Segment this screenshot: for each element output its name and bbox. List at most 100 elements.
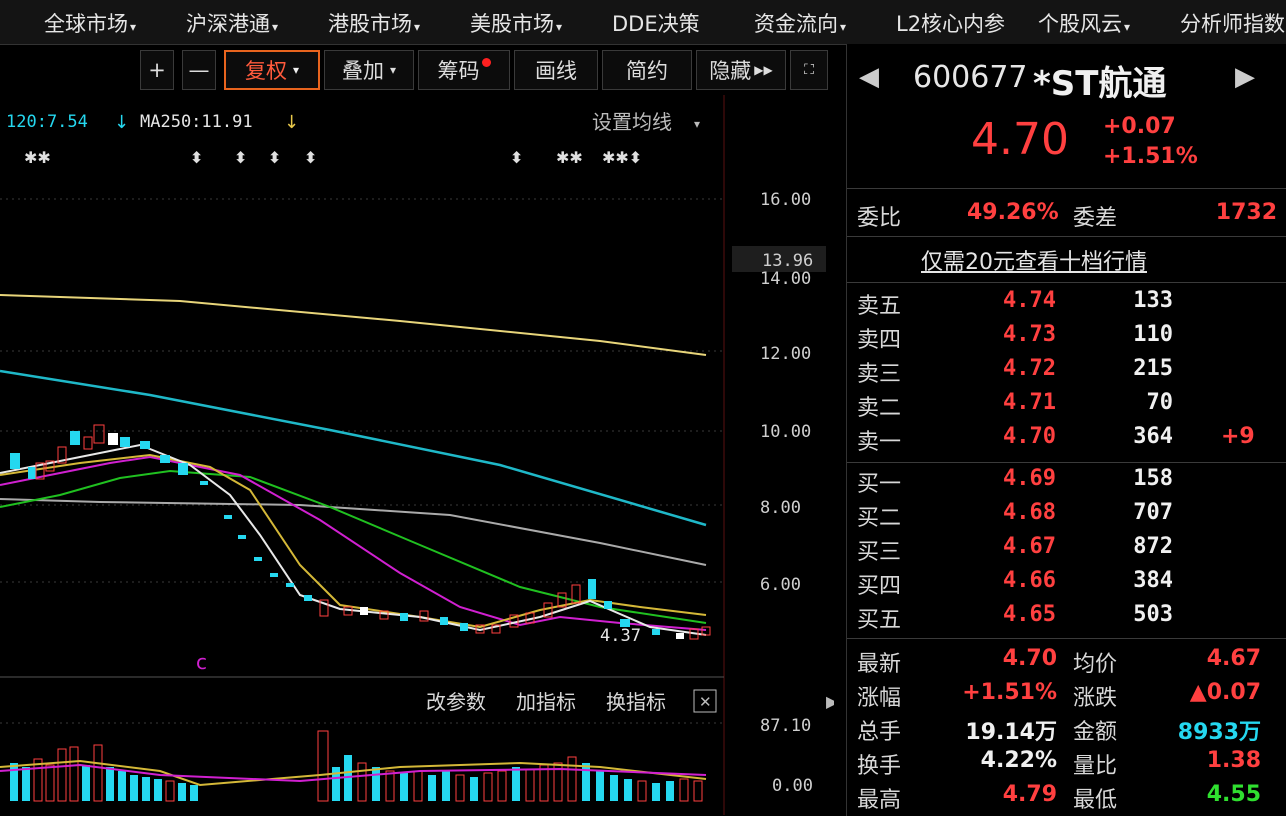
indicator-bottom-label: 0.00 — [772, 776, 813, 796]
stat-label: 金额 — [1073, 720, 1118, 745]
candle-up — [83, 436, 93, 450]
candle-up — [701, 626, 711, 636]
bid-label: 买一 — [857, 472, 902, 497]
candle-up — [525, 612, 535, 624]
candle-down — [400, 613, 408, 621]
collapse-arrow-icon[interactable]: ▶ — [826, 692, 834, 711]
event-c-marker[interactable]: c — [196, 650, 207, 674]
indicator-top-label: 87.10 — [760, 716, 811, 736]
divider — [847, 236, 1286, 237]
candle-down — [286, 583, 294, 587]
candle-down — [270, 573, 278, 577]
candle-up — [557, 592, 567, 608]
menu-l2[interactable]: L2核心内参 — [896, 8, 1005, 38]
event-marker-icon[interactable]: ⬍ — [234, 148, 247, 167]
event-markers: ✱✱ ⬍ ⬍ ⬍ ⬍ ⬍ ✱✱ ✱✱⬍ — [24, 148, 642, 167]
next-stock-arrow-icon[interactable]: ▶ — [1235, 62, 1255, 92]
menu-global-market[interactable]: 全球市场 ▾ — [44, 8, 136, 38]
menu-analyst-index[interactable]: 分析师指数 — [1180, 8, 1285, 38]
ma-settings-link[interactable]: 设置均线 — [592, 110, 672, 134]
menu-label: 分析师指数 — [1180, 12, 1285, 36]
stat-value: 4.22% — [980, 748, 1057, 773]
stat-label: 最新 — [857, 652, 902, 677]
menu-dde[interactable]: DDE决策 — [612, 8, 700, 38]
level10-promo-link[interactable]: 仅需20元查看十档行情 — [921, 250, 1147, 275]
divider — [847, 462, 1286, 463]
stat-label: 涨幅 — [857, 686, 902, 711]
caret-down-icon: ▾ — [389, 63, 397, 77]
switch-indicator-link[interactable]: 换指标 — [606, 690, 666, 714]
fuquan-button[interactable]: 复权 ▾ — [224, 50, 320, 90]
ask-volume: 364 — [1133, 424, 1173, 449]
ma250-value: MA250:11.91 — [140, 112, 253, 132]
divider — [847, 638, 1286, 639]
prev-stock-arrow-icon[interactable]: ◀ — [859, 62, 879, 92]
stat-label: 涨跌 — [1073, 686, 1118, 711]
candle-down — [200, 481, 208, 485]
zoom-out-button[interactable]: — — [182, 50, 216, 90]
gridlines — [0, 198, 724, 724]
draw-line-button[interactable]: 画线 — [514, 50, 598, 90]
change-params-link[interactable]: 改参数 — [426, 690, 486, 714]
stat-label: 最高 — [857, 788, 902, 813]
candle-down — [28, 467, 36, 479]
menu-label: 港股市场 — [328, 12, 412, 36]
ask-label: 卖一 — [857, 430, 902, 455]
candle-up — [57, 446, 67, 464]
fuquan-label: 复权 — [244, 59, 287, 83]
bid-price: 4.67 — [1003, 534, 1056, 559]
kline-chart[interactable]: 120:7.54 ↓ MA250:11.91 ↓ 设置均线 ▾ ✱✱ ⬍ ⬍ ⬍… — [0, 95, 834, 815]
overlay-button[interactable]: 叠加 ▾ — [324, 50, 414, 90]
menu-hk-connect[interactable]: 沪深港通 ▾ — [186, 8, 278, 38]
stat-value: 4.67 — [1206, 646, 1261, 671]
event-marker-icon[interactable]: ⬍ — [268, 148, 281, 167]
low-price-annotation: 4.37 — [600, 626, 641, 646]
down-arrow-icon: ↓ — [284, 112, 299, 133]
close-icon: ✕ — [699, 693, 712, 711]
candle-up — [543, 602, 553, 618]
ma60-line — [0, 498, 707, 566]
event-marker-icon[interactable]: ✱✱ — [556, 148, 583, 167]
plus-icon: + — [148, 58, 166, 82]
stat-value: 4.55 — [1206, 782, 1261, 807]
fullscreen-button[interactable]: ⛶ — [790, 50, 828, 90]
volume-ma-line — [0, 759, 707, 787]
menu-hk-market[interactable]: 港股市场 ▾ — [328, 8, 420, 38]
menu-us-market[interactable]: 美股市场 ▾ — [470, 8, 562, 38]
candle-down — [652, 629, 660, 635]
simple-button[interactable]: 简约 — [602, 50, 692, 90]
menu-label: 沪深港通 — [186, 12, 270, 36]
weicha-label: 委差 — [1073, 206, 1118, 231]
bid-price: 4.69 — [1003, 466, 1056, 491]
last-price: 4.70 — [971, 114, 1069, 165]
close-indicator-button[interactable] — [693, 689, 717, 713]
ask-volume: 70 — [1146, 390, 1174, 415]
menu-stock-wind[interactable]: 个股风云 ▾ — [1038, 8, 1130, 38]
zoom-in-button[interactable]: + — [140, 50, 174, 90]
event-marker-icon[interactable]: ⬍ — [304, 148, 317, 167]
event-marker-icon[interactable]: ✱✱ — [24, 148, 51, 167]
event-marker-icon[interactable]: ⬍ — [510, 148, 523, 167]
ask-volume: 215 — [1133, 356, 1173, 381]
caret-down-icon: ▾ — [130, 20, 137, 34]
chips-button[interactable]: 筹码 — [418, 50, 510, 90]
current-price-box — [732, 246, 826, 272]
candle-down — [604, 601, 612, 609]
menu-label: 资金流向 — [754, 12, 838, 36]
hide-button[interactable]: 隐藏 ▶▶ — [696, 50, 786, 90]
stat-value: 19.14万 — [965, 720, 1057, 745]
candle-down — [160, 455, 170, 463]
event-marker-icon[interactable]: ✱✱⬍ — [602, 148, 642, 167]
add-indicator-link[interactable]: 加指标 — [516, 690, 576, 714]
menu-label: 个股风云 — [1038, 12, 1122, 36]
volume-ma-line — [0, 763, 707, 783]
fullscreen-icon: ⛶ — [804, 62, 814, 78]
menu-fund-flow[interactable]: 资金流向 ▾ — [754, 8, 846, 38]
candle-up — [491, 624, 501, 634]
candle-up — [475, 624, 485, 634]
bid-volume: 158 — [1133, 466, 1173, 491]
caret-down-icon: ▾ — [694, 117, 700, 131]
ma250-line — [0, 294, 707, 356]
candle-up — [35, 462, 45, 480]
event-marker-icon[interactable]: ⬍ — [190, 148, 203, 167]
